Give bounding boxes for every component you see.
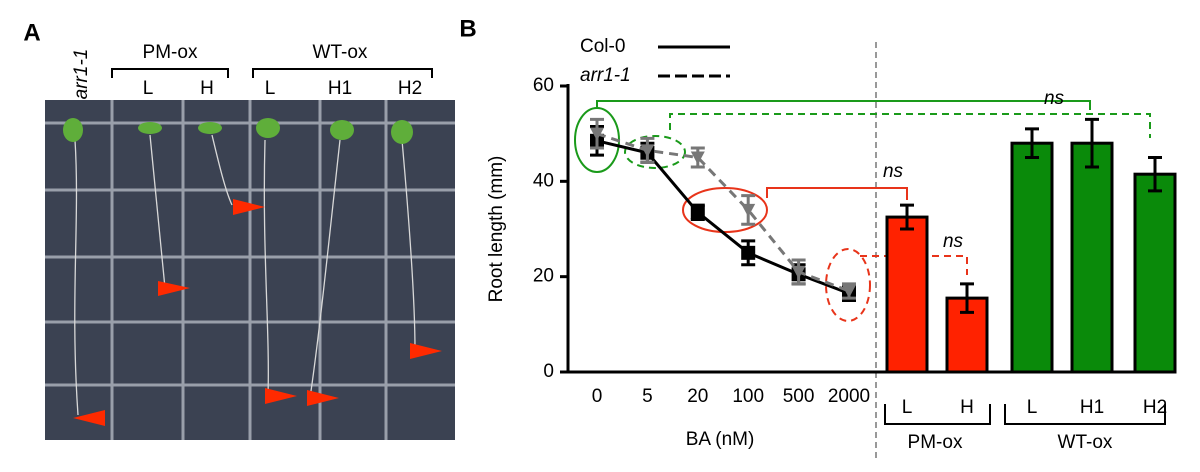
- x-axis-label: BA (nM): [686, 429, 755, 450]
- annotation: ns: [1044, 88, 1065, 109]
- group-label: WT-ox: [313, 42, 368, 63]
- line-label: L: [143, 78, 154, 99]
- line-label: H: [200, 78, 214, 99]
- error-bar: [960, 282, 974, 314]
- arrowheads: [73, 199, 442, 426]
- y-axis-label: Root length (mm): [486, 156, 507, 303]
- plate-grid: [45, 100, 455, 440]
- group-brackets: [111, 68, 433, 78]
- y-tick-label: 20: [533, 266, 554, 287]
- marker: [741, 245, 756, 260]
- x-tick-label: H2: [1143, 397, 1167, 418]
- bar: [1133, 172, 1177, 374]
- group-label: PM-ox: [908, 432, 963, 453]
- roots: [74, 134, 416, 416]
- error-bar: [1085, 117, 1099, 169]
- y-tick-label: 0: [543, 361, 554, 382]
- annotation: ns: [943, 231, 964, 252]
- highlight-annotations: [574, 100, 1151, 322]
- x-tick-label: 2000: [828, 386, 870, 407]
- group-label: PM-ox: [143, 42, 198, 63]
- x-tick-label: L: [902, 397, 913, 418]
- x-tick-label: 0: [592, 386, 603, 407]
- marker: [590, 127, 604, 141]
- legend-label: Col-0: [580, 36, 625, 57]
- seedlings: [63, 118, 413, 144]
- error-bar: [1148, 156, 1162, 193]
- line-label: H1: [328, 78, 352, 99]
- marker: [640, 144, 655, 158]
- legend-label: arr1-1: [580, 65, 631, 86]
- x-tick-label: H1: [1080, 397, 1104, 418]
- bar: [885, 215, 929, 374]
- marker: [690, 151, 705, 165]
- error-bar: [1025, 127, 1039, 159]
- marker: [741, 203, 756, 217]
- group-brackets: [884, 404, 1166, 425]
- x-tick-label: L: [1027, 397, 1038, 418]
- y-tick-label: 40: [533, 170, 554, 191]
- x-tick-label: 20: [687, 386, 708, 407]
- control-label: arr1-1: [71, 49, 92, 100]
- marker: [690, 205, 705, 220]
- series-line: [596, 139, 850, 295]
- bar: [1010, 141, 1054, 374]
- marker: [791, 265, 806, 279]
- series-line: [596, 132, 850, 293]
- x-tick-label: 500: [783, 386, 815, 407]
- y-tick-label: 60: [533, 75, 554, 96]
- line-label: H2: [398, 78, 422, 99]
- marker: [842, 284, 856, 298]
- x-tick-label: H: [960, 397, 974, 418]
- x-tick-label: 100: [732, 386, 764, 407]
- line-label: L: [265, 78, 276, 99]
- error-bar: [900, 203, 914, 231]
- group-label: WT-ox: [1058, 432, 1113, 453]
- panel-label: B: [459, 15, 476, 42]
- panel-label: A: [23, 19, 40, 46]
- x-tick-label: 5: [642, 386, 653, 407]
- bar: [1070, 141, 1114, 374]
- annotation: ns: [883, 161, 904, 182]
